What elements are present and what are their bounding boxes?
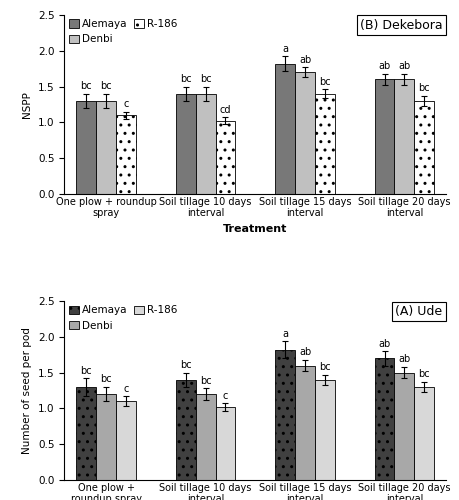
- Text: bc: bc: [179, 360, 191, 370]
- Bar: [414, 387, 433, 480]
- Bar: [294, 72, 314, 194]
- Text: bc: bc: [319, 362, 330, 372]
- Bar: [195, 94, 215, 194]
- Text: bc: bc: [179, 74, 191, 84]
- Bar: [76, 101, 96, 194]
- Y-axis label: NSPP: NSPP: [22, 91, 33, 118]
- Bar: [294, 366, 314, 480]
- Bar: [374, 358, 394, 480]
- Bar: [394, 372, 414, 480]
- Text: ab: ab: [298, 348, 310, 358]
- Bar: [175, 94, 195, 194]
- Bar: [116, 402, 136, 480]
- Text: bc: bc: [418, 370, 429, 380]
- Legend: Alemaya, Denbi, R-186: Alemaya, Denbi, R-186: [67, 303, 179, 332]
- Text: a: a: [281, 44, 287, 54]
- Text: ab: ab: [298, 54, 310, 64]
- Bar: [314, 94, 334, 194]
- Text: bc: bc: [80, 81, 92, 91]
- Text: ab: ab: [378, 61, 390, 71]
- Bar: [274, 64, 294, 194]
- Legend: Alemaya, Denbi, R-186: Alemaya, Denbi, R-186: [67, 17, 179, 46]
- Text: bc: bc: [100, 81, 112, 91]
- Bar: [96, 101, 116, 194]
- Bar: [96, 394, 116, 480]
- Bar: [175, 380, 195, 480]
- Text: cd: cd: [219, 105, 231, 115]
- Text: bc: bc: [100, 374, 112, 384]
- Text: (A) Ude: (A) Ude: [394, 304, 442, 318]
- Y-axis label: Number of seed per pod: Number of seed per pod: [22, 327, 33, 454]
- Bar: [215, 121, 235, 194]
- Text: ab: ab: [397, 354, 410, 364]
- Text: c: c: [123, 384, 129, 394]
- Bar: [314, 380, 334, 480]
- Bar: [414, 101, 433, 194]
- Text: c: c: [123, 99, 129, 109]
- Text: ab: ab: [378, 338, 390, 348]
- Text: bc: bc: [199, 74, 211, 84]
- Bar: [215, 407, 235, 480]
- X-axis label: Treatment: Treatment: [223, 224, 287, 234]
- Text: bc: bc: [80, 366, 92, 376]
- Text: bc: bc: [319, 77, 330, 87]
- Bar: [394, 80, 414, 194]
- Text: a: a: [281, 328, 287, 338]
- Text: c: c: [222, 391, 228, 401]
- Text: bc: bc: [199, 376, 211, 386]
- Text: ab: ab: [397, 61, 410, 71]
- Bar: [116, 115, 136, 194]
- Bar: [76, 387, 96, 480]
- Bar: [274, 350, 294, 480]
- Bar: [195, 394, 215, 480]
- Text: (B) Dekebora: (B) Dekebora: [359, 18, 442, 32]
- Text: bc: bc: [418, 84, 429, 94]
- Bar: [374, 80, 394, 194]
